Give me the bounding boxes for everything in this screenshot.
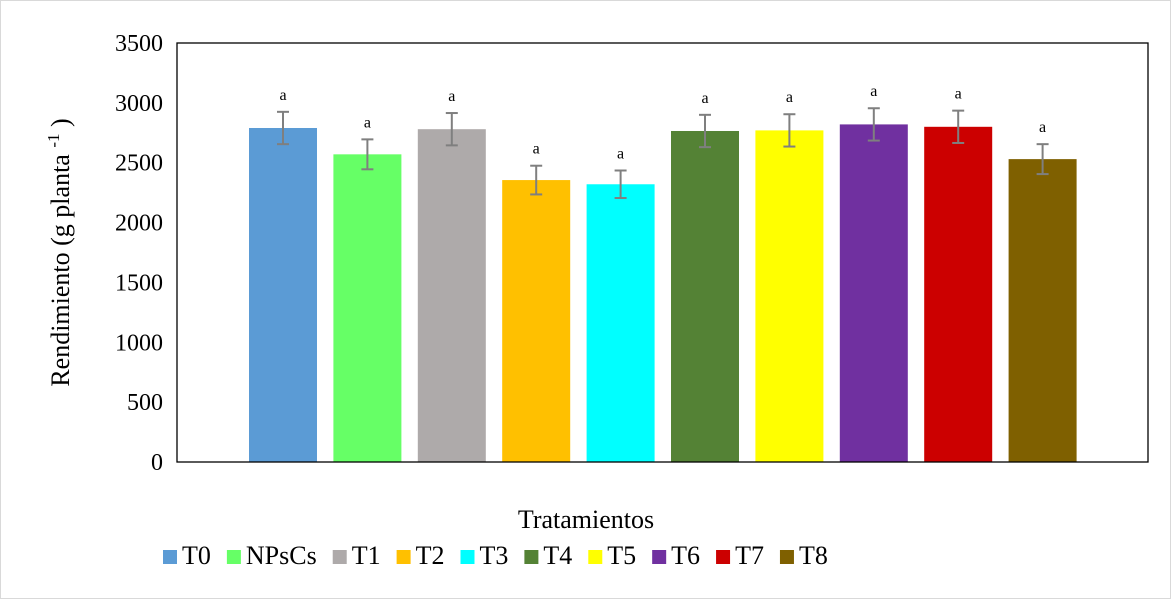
legend-swatch-t4 bbox=[524, 550, 539, 564]
legend-label-t2: T2 bbox=[416, 541, 445, 570]
significance-label: a bbox=[279, 87, 286, 104]
legend-label-t5: T5 bbox=[607, 541, 636, 570]
y-tick-label: 3000 bbox=[115, 91, 163, 117]
legend-label-npscs: NPsCs bbox=[246, 541, 317, 570]
bar-t4 bbox=[671, 130, 739, 463]
y-tick-label: 1500 bbox=[115, 270, 163, 296]
legend-label-t7: T7 bbox=[735, 541, 764, 570]
bar-t5 bbox=[755, 130, 824, 463]
legend-label-t8: T8 bbox=[799, 541, 828, 570]
bar-t6 bbox=[839, 124, 908, 463]
legend-swatch-t8 bbox=[779, 550, 794, 564]
legend-swatch-t0 bbox=[163, 550, 177, 564]
significance-label: a bbox=[533, 141, 540, 158]
y-tick-label: 2500 bbox=[115, 151, 163, 177]
bar-t2 bbox=[502, 180, 571, 462]
y-axis-title-superscript: -1 bbox=[44, 133, 63, 147]
bar-t1 bbox=[417, 129, 486, 463]
x-axis-title: Tratamientos bbox=[518, 505, 654, 534]
legend-swatch-t1 bbox=[332, 550, 347, 564]
significance-labels: a a a a a a a a a a bbox=[279, 83, 1046, 162]
legend-label-t4: T4 bbox=[543, 541, 572, 570]
legend-swatch-t7 bbox=[716, 550, 731, 564]
significance-label: a bbox=[701, 90, 708, 107]
legend-label-t1: T1 bbox=[352, 541, 381, 570]
significance-label: a bbox=[955, 86, 962, 103]
y-tick-label: 3500 bbox=[115, 31, 163, 57]
significance-label: a bbox=[786, 89, 793, 106]
y-tick-label: 2000 bbox=[115, 211, 163, 237]
y-axis-title-close: ) bbox=[46, 118, 75, 127]
significance-label: a bbox=[1039, 119, 1046, 136]
significance-label: a bbox=[617, 145, 624, 162]
legend-label-t6: T6 bbox=[671, 541, 700, 570]
bar-t3 bbox=[586, 184, 655, 462]
legend-swatch-t3 bbox=[460, 550, 475, 564]
error-bars bbox=[277, 107, 1049, 200]
legend-swatch-t5 bbox=[588, 550, 603, 564]
legend-swatch-t2 bbox=[396, 550, 411, 564]
y-axis-title: Rendimiento (g planta -1 ) bbox=[36, 118, 75, 386]
y-tick-label: 0 bbox=[151, 450, 163, 476]
significance-label: a bbox=[364, 114, 371, 131]
significance-label: a bbox=[448, 88, 455, 105]
significance-label: a bbox=[870, 83, 877, 100]
legend-label-t3: T3 bbox=[480, 541, 509, 570]
bar-t8 bbox=[1008, 159, 1077, 462]
legend-swatch-t6 bbox=[652, 550, 667, 564]
bars bbox=[249, 124, 1077, 463]
legend-swatch-npscs bbox=[226, 550, 241, 564]
bar-t7 bbox=[924, 126, 993, 463]
y-tick-label: 1000 bbox=[115, 330, 163, 356]
y-tick-label: 500 bbox=[127, 390, 163, 416]
bar-t0 bbox=[249, 127, 317, 463]
y-axis-ticks: 0 500 1000 1500 2000 2500 3000 3500 bbox=[115, 31, 163, 476]
legend: T0 NPsCs T1 T2 T3 T4 T5 T6 T7 T8 bbox=[163, 541, 828, 570]
plot-area-border bbox=[176, 42, 1149, 463]
y-axis-title-main: Rendimiento (g planta bbox=[46, 154, 75, 387]
legend-label-t0: T0 bbox=[182, 541, 211, 570]
bar-npscs bbox=[333, 154, 402, 462]
